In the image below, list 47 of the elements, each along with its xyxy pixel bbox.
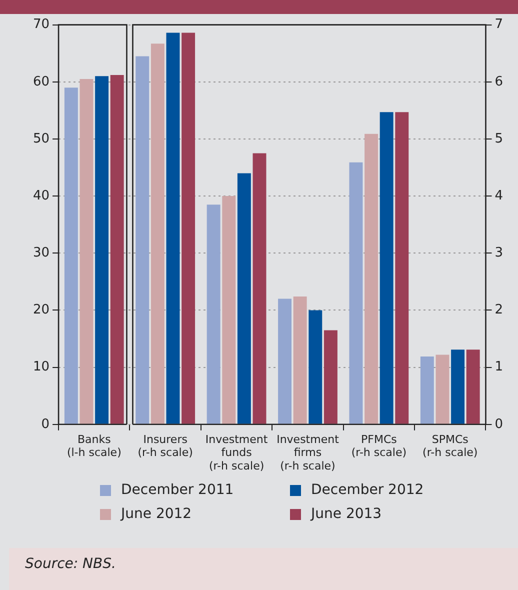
y-tick-label: 40	[32, 188, 50, 204]
y-tick-label: 10	[32, 360, 50, 375]
bar	[293, 296, 307, 424]
x-tick-label: PFMCs (r-h scale)	[351, 432, 407, 460]
y-tick-label: 60	[32, 74, 50, 90]
y2-tick-label: 6	[494, 74, 504, 90]
y2-tick-label: 1	[494, 360, 504, 375]
bar	[182, 32, 196, 424]
y-tick-label: 70	[32, 17, 50, 32]
bar	[136, 56, 150, 424]
bar	[451, 350, 465, 424]
bar	[466, 350, 480, 424]
bar	[436, 354, 450, 424]
x-tick-label: Investment firms (r-h scale)	[276, 432, 340, 472]
legend-label: December 2012	[311, 482, 424, 498]
x-tick-label: Insurers (r-h scale)	[138, 432, 193, 460]
y2-tick-label: 5	[494, 131, 504, 146]
y-tick-label: 0	[41, 416, 50, 432]
legend-label: June 2013	[311, 506, 382, 522]
bar	[166, 32, 180, 424]
legend-label: June 2012	[121, 506, 192, 522]
bar	[324, 330, 338, 424]
x-tick-label: SPMCs (r-h scale)	[422, 432, 478, 460]
y-tick-label: 20	[32, 302, 50, 318]
bar	[252, 153, 266, 424]
bar	[222, 196, 236, 424]
bar	[237, 173, 251, 424]
bar	[278, 298, 292, 424]
bar	[206, 204, 220, 424]
y2-tick-label: 2	[494, 302, 504, 318]
source-note: Source: NBS.	[25, 556, 117, 572]
y-tick-label: 30	[32, 246, 50, 261]
y2-tick-label: 7	[494, 17, 504, 32]
bar	[308, 310, 322, 424]
bar	[364, 134, 378, 424]
bar	[150, 44, 164, 424]
y2-tick-label: 4	[494, 188, 504, 204]
bar	[349, 162, 363, 424]
y-tick-label: 50	[32, 131, 50, 146]
y2-tick-label: 3	[494, 246, 504, 261]
bar	[380, 112, 394, 424]
y2-tick-label: 0	[494, 416, 504, 432]
x-tick-label: Investment funds (r-h scale)	[205, 432, 268, 472]
x-tick-label: Banks (l-h scale)	[66, 432, 122, 460]
bar	[420, 356, 434, 424]
bar	[395, 112, 409, 424]
legend-label: December 2011	[121, 482, 234, 498]
